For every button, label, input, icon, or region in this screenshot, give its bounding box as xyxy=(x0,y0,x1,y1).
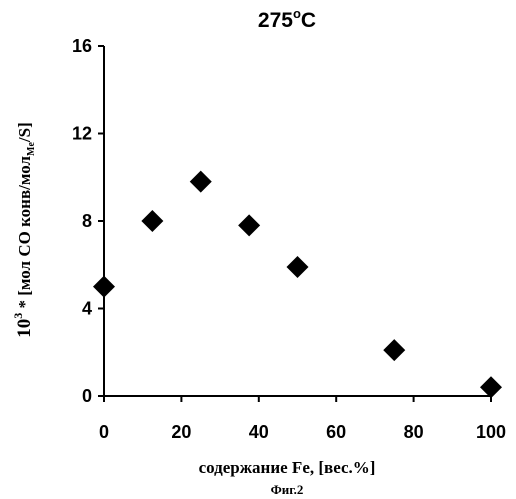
y-axis-label-sub: Me xyxy=(26,142,37,156)
x-tick-label: 20 xyxy=(171,422,191,442)
x-tick-label: 60 xyxy=(326,422,346,442)
data-point-marker xyxy=(287,256,309,278)
data-point-marker xyxy=(238,214,260,236)
figure-caption: Фиг.2 xyxy=(271,482,304,497)
x-tick-label: 0 xyxy=(99,422,109,442)
data-point-marker xyxy=(93,276,115,298)
x-axis-ticks: 0 20 40 60 80 100 xyxy=(99,396,506,442)
y-tick-label: 4 xyxy=(82,299,92,319)
y-axis-label-main: * [мол CO конв/мол xyxy=(15,156,34,313)
y-tick-label: 16 xyxy=(72,36,92,56)
y-tick-label: 0 xyxy=(82,386,92,406)
data-point-marker xyxy=(190,171,212,193)
data-point-marker xyxy=(480,376,502,398)
chart-title-value: 275 xyxy=(258,9,293,32)
y-tick-label: 12 xyxy=(72,124,92,144)
y-tick-label: 8 xyxy=(82,211,92,231)
x-axis-label: содержание Fe, [вес.%] xyxy=(199,458,376,477)
y-axis-label: 103 * [мол CO конв/молMe/S] xyxy=(11,122,37,338)
chart-title-degree: o xyxy=(293,6,301,21)
data-point-marker xyxy=(383,339,405,361)
y-axis-ticks: 0 4 8 12 16 xyxy=(72,36,104,406)
y-axis-label-tail: /S] xyxy=(15,122,34,143)
x-tick-label: 100 xyxy=(476,422,506,442)
x-tick-label: 40 xyxy=(249,422,269,442)
y-axis-label-base: 10 xyxy=(14,319,35,338)
x-tick-label: 80 xyxy=(404,422,424,442)
chart-title: 275oC xyxy=(258,6,316,32)
chart-title-unit: C xyxy=(301,9,316,32)
data-point-marker xyxy=(141,210,163,232)
data-points xyxy=(93,171,502,399)
